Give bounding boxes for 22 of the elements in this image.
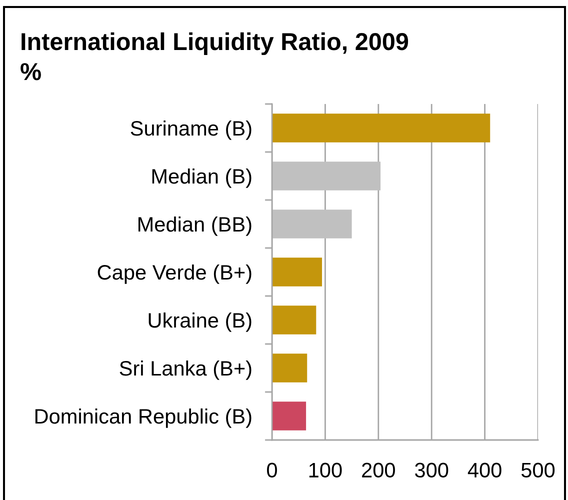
x-tick-label: 400 — [468, 462, 502, 478]
bar — [272, 354, 308, 382]
y-tick-label: Dominican Republic (B) — [35, 408, 252, 428]
x-tick-label: 0 — [267, 462, 277, 478]
y-tick-label: Ukraine (B) — [148, 312, 252, 332]
bar — [272, 162, 381, 190]
bar — [272, 114, 490, 142]
y-tick-label: Suriname (B) — [130, 120, 252, 140]
chart-title: International Liquidity Ratio, 2009 — [22, 32, 408, 56]
text: % — [20, 63, 41, 80]
x-tick-label: 500 — [521, 462, 555, 478]
y-tick-label: Median (B) — [152, 168, 252, 188]
x-tick-label: 200 — [362, 462, 395, 478]
bar — [272, 306, 316, 334]
bar — [272, 210, 352, 238]
x-tick-label: 100 — [309, 462, 342, 478]
x-tick-label: 300 — [415, 462, 448, 478]
y-tick-label: Cape Verde (B+) — [98, 264, 252, 284]
y-tick-label: Median (BB) — [138, 216, 252, 236]
bar — [272, 402, 306, 430]
y-tick-label: Sri Lanka (B+) — [120, 360, 252, 380]
bar — [272, 258, 322, 286]
